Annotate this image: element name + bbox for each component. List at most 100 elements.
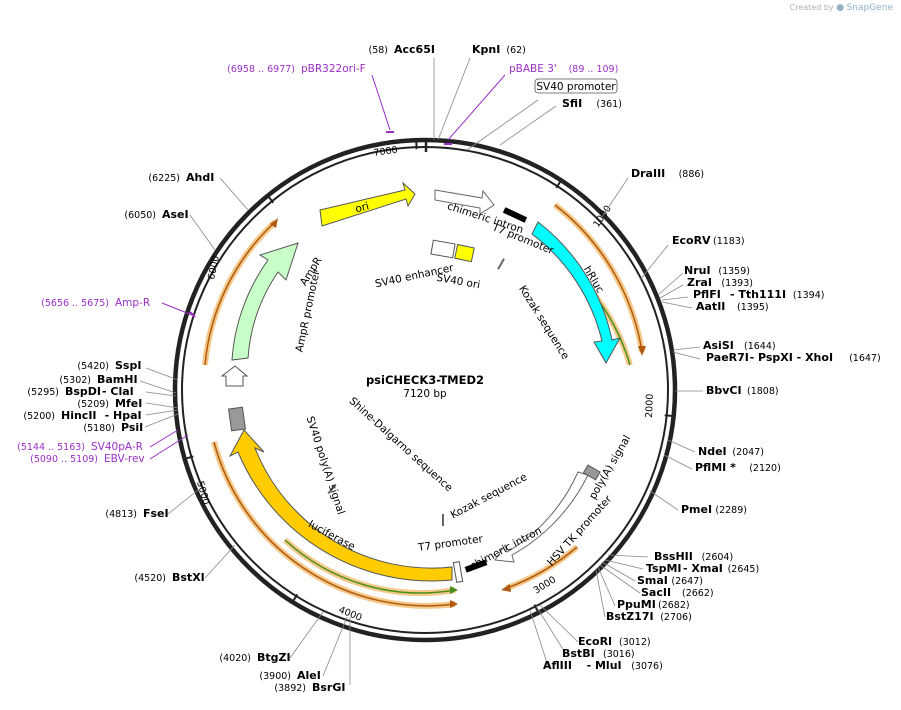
enzyme-alias: - HpaI bbox=[105, 409, 142, 422]
enzyme-position: (6050) bbox=[124, 210, 156, 221]
enzyme-name: FseI bbox=[143, 507, 169, 520]
enzyme-position: (2682) bbox=[658, 600, 690, 611]
enzyme-fsei[interactable]: FseI (4813) bbox=[105, 507, 168, 520]
enzyme-position: (4813) bbox=[105, 509, 137, 520]
enzyme-bspdi[interactable]: BspDI- ClaI(5295) bbox=[27, 385, 133, 398]
enzyme-pmei[interactable]: PmeI(2289) bbox=[681, 503, 747, 516]
enzyme-name: Acc65I bbox=[394, 43, 435, 56]
plasmid-length: 7120 bp bbox=[403, 388, 447, 400]
enzyme-name: MfeI bbox=[115, 397, 142, 410]
enzyme-afliii[interactable]: AflIII- MluI(3076) bbox=[543, 659, 663, 672]
enzyme-acc65i[interactable]: Acc65I (58) bbox=[368, 43, 434, 56]
enzyme-position: (5180) bbox=[83, 423, 115, 434]
enzyme-position: (5302) bbox=[59, 375, 91, 386]
kozak-bottom-label: Kozak sequence bbox=[449, 471, 529, 521]
enzyme-hincii[interactable]: HincII- HpaI(5200) bbox=[23, 409, 141, 422]
enzyme-position: (2706) bbox=[660, 612, 692, 623]
enzyme-position: (62) bbox=[506, 45, 526, 56]
enzyme-position: (6225) bbox=[148, 173, 180, 184]
enzyme-name: EcoRV bbox=[672, 234, 711, 247]
hsv-tk-label: HSV TK promoter bbox=[545, 493, 615, 569]
enzyme-sfii[interactable]: SfiI (361) bbox=[562, 97, 622, 110]
enzyme-position: (2047) bbox=[732, 447, 764, 458]
primer-position: (5090 .. 5109) bbox=[30, 454, 98, 465]
enzyme-position: (4020) bbox=[219, 653, 251, 664]
enzyme-alias: - XmaI bbox=[683, 562, 723, 575]
primer-name: pBABE 3' bbox=[509, 63, 557, 75]
enzyme-position: (1183) bbox=[713, 236, 745, 247]
enzyme-bamhi[interactable]: BamHI(5302) bbox=[59, 373, 137, 386]
enzyme-pflmi[interactable]: PflMI * (2120) bbox=[695, 461, 781, 474]
primer-sv40par[interactable]: SV40pA-R(5144 .. 5163) bbox=[17, 441, 143, 453]
enzyme-bstxi[interactable]: BstXI(4520) bbox=[134, 571, 204, 584]
enzyme-position: (2662) bbox=[682, 588, 714, 599]
enzyme-position: (361) bbox=[596, 99, 622, 110]
enzyme-bstz17i[interactable]: BstZ17I(2706) bbox=[606, 610, 692, 623]
enzyme-alias: - ClaI bbox=[102, 385, 134, 398]
sv40-promoter-box-label: SV40 promoter bbox=[536, 81, 616, 93]
credit-prefix: Created by bbox=[790, 3, 834, 12]
enzyme-position: (2289) bbox=[715, 505, 747, 516]
enzyme-ahdi[interactable]: AhdI (6225) bbox=[148, 171, 214, 184]
sv40-ori-box bbox=[455, 244, 475, 261]
enzyme-position: (1808) bbox=[747, 386, 779, 397]
primer-pbabe[interactable]: pBABE 3' (89 .. 109) bbox=[509, 63, 618, 75]
enzyme-position: (2120) bbox=[749, 463, 781, 474]
enzyme-name: BspDI bbox=[65, 385, 101, 398]
enzyme-name: AhdI bbox=[186, 171, 214, 184]
plasmid-name: psiCHECK3-TMED2 bbox=[366, 373, 484, 387]
enzyme-name: NdeI bbox=[698, 445, 727, 458]
enzyme-bbvci[interactable]: BbvCI (1808) bbox=[706, 384, 779, 397]
tick-mark bbox=[665, 415, 676, 416]
enzyme-position: (886) bbox=[679, 169, 705, 180]
primer-position: (5144 .. 5163) bbox=[17, 442, 85, 453]
enzyme-position: (1394) bbox=[793, 290, 825, 301]
enzyme-paer7i[interactable]: PaeR7I- PspXI - XhoI (1647) bbox=[706, 351, 881, 364]
snapgene-logo-icon: ● bbox=[836, 3, 844, 13]
kozak-top-mark bbox=[497, 258, 505, 269]
tick-label: 2000 bbox=[644, 394, 656, 419]
primer-position: (89 .. 109) bbox=[569, 64, 619, 75]
ampr-promoter-arrow[interactable] bbox=[222, 366, 247, 386]
enzyme-sspi[interactable]: SspI(5420) bbox=[77, 359, 141, 372]
enzyme-ndei[interactable]: NdeI (2047) bbox=[698, 445, 764, 458]
shine-dalgarno-label: Shine-Dalgarno sequence bbox=[347, 395, 455, 494]
enzyme-name: KpnI bbox=[472, 43, 500, 56]
primer-ebvrev[interactable]: EBV-rev(5090 .. 5109) bbox=[30, 453, 145, 465]
enzyme-name: SfiI bbox=[562, 97, 582, 110]
enzyme-name: BbvCI bbox=[706, 384, 742, 397]
enzyme-name: BsrGI bbox=[312, 681, 345, 694]
primer-pbr322[interactable]: pBR322ori-F(6958 .. 6977) bbox=[227, 63, 366, 75]
sv40-ori-label: SV40 ori bbox=[435, 272, 481, 291]
enzyme-position: (1359) bbox=[718, 266, 750, 277]
enzyme-alias: - PspXI - XhoI bbox=[750, 351, 833, 364]
snapgene-credit: Created by ● SnapGene bbox=[790, 3, 893, 13]
enzyme-position: (2647) bbox=[671, 576, 703, 587]
primer-position: (5656 .. 5675) bbox=[41, 298, 109, 309]
primer-ampr[interactable]: Amp-R(5656 .. 5675) bbox=[41, 297, 150, 309]
enzyme-position: (3012) bbox=[619, 637, 651, 648]
enzyme-name: AseI bbox=[162, 208, 189, 221]
enzyme-aatii[interactable]: AatII(1395) bbox=[696, 300, 769, 313]
enzyme-draiii[interactable]: DraIII (886) bbox=[631, 167, 704, 180]
enzyme-kpni[interactable]: KpnI (62) bbox=[472, 43, 526, 56]
enzyme-asei[interactable]: AseI (6050) bbox=[124, 208, 188, 221]
enzyme-bstgzi[interactable]: BtgZI(4020) bbox=[219, 651, 290, 664]
enzyme-position: (3900) bbox=[259, 671, 291, 682]
enzyme-alias: - MluI bbox=[587, 659, 622, 672]
enzyme-position: (1647) bbox=[849, 353, 881, 364]
enzyme-name: PaeR7I bbox=[706, 351, 749, 364]
sv40-polya-box bbox=[229, 407, 246, 431]
enzyme-name: HincII bbox=[61, 409, 97, 422]
enzyme-position: (3892) bbox=[274, 683, 306, 694]
enzyme-name: PflMI * bbox=[695, 461, 736, 474]
enzyme-name: PsiI bbox=[121, 421, 143, 434]
enzyme-name: SspI bbox=[115, 359, 141, 372]
enzyme-bsrgi[interactable]: BsrGI (3892) bbox=[274, 681, 345, 694]
enzyme-psii[interactable]: PsiI (5180) bbox=[83, 421, 143, 434]
enzyme-position: (58) bbox=[368, 45, 388, 56]
enzyme-ecorv[interactable]: EcoRV(1183) bbox=[672, 234, 745, 247]
enzyme-position: (5209) bbox=[77, 399, 109, 410]
enzyme-name: DraIII bbox=[631, 167, 665, 180]
